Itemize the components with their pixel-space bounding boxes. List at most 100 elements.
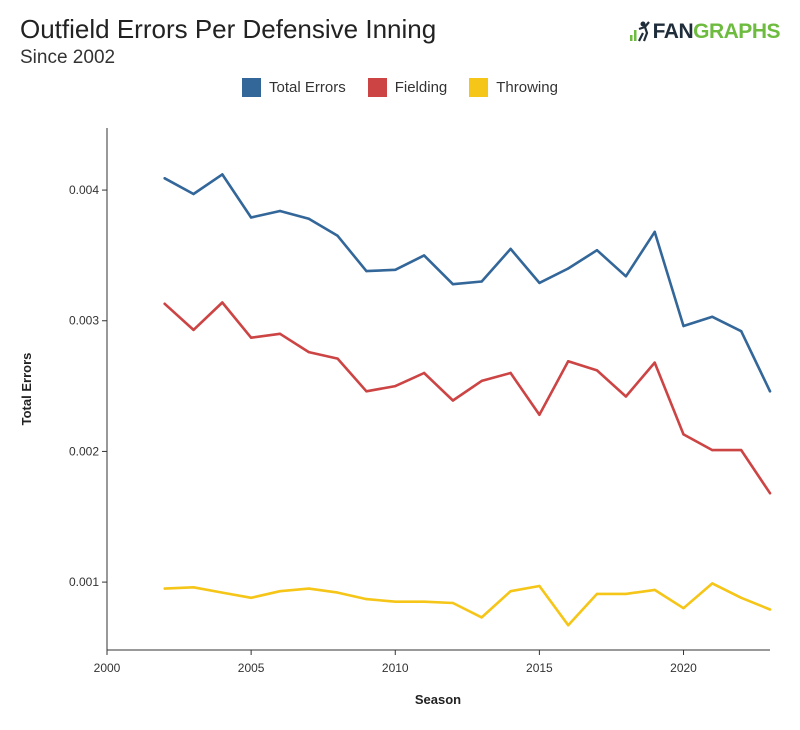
- data-point-fielding: [278, 332, 282, 335]
- data-point-total-errors: [192, 192, 195, 196]
- data-point-total-errors: [307, 217, 310, 220]
- data-point-total-errors: [422, 254, 426, 257]
- y-axis-title: Total Errors: [19, 353, 34, 426]
- chart-lines: [163, 173, 772, 627]
- data-point-fielding: [740, 448, 743, 452]
- data-point-throwing: [682, 607, 685, 610]
- data-point-fielding: [192, 328, 195, 332]
- x-axis-title: Season: [415, 692, 461, 707]
- x-tick-label: 2005: [238, 661, 265, 675]
- data-point-throwing: [768, 608, 772, 611]
- data-point-total-errors: [509, 247, 512, 251]
- data-point-throwing: [595, 592, 599, 596]
- data-point-total-errors: [451, 283, 455, 286]
- data-point-total-errors: [163, 177, 166, 180]
- data-point-throwing: [624, 592, 628, 596]
- data-point-throwing: [567, 624, 570, 627]
- data-point-total-errors: [480, 280, 483, 283]
- data-point-fielding: [567, 360, 570, 363]
- data-point-fielding: [509, 371, 512, 375]
- data-point-total-errors: [595, 249, 599, 252]
- data-point-total-errors: [249, 216, 253, 219]
- data-point-fielding: [422, 371, 426, 375]
- legend-label-total-errors: Total Errors: [269, 79, 346, 96]
- y-tick-label: 0.004: [69, 183, 99, 197]
- data-point-total-errors: [394, 268, 397, 271]
- data-point-throwing: [394, 600, 397, 603]
- brand-wordmark: FANGRAPHS: [652, 20, 781, 44]
- y-tick-label: 0.002: [69, 444, 99, 458]
- data-point-total-errors: [221, 173, 224, 176]
- data-point-total-errors: [768, 390, 772, 393]
- data-point-total-errors: [682, 324, 685, 328]
- data-point-throwing: [336, 591, 339, 594]
- data-point-total-errors: [336, 234, 339, 237]
- data-point-fielding: [307, 350, 310, 354]
- data-point-throwing: [163, 587, 166, 590]
- data-point-total-errors: [365, 269, 368, 273]
- data-point-total-errors: [567, 267, 570, 270]
- data-point-throwing: [538, 584, 541, 588]
- x-tick-label: 2000: [94, 661, 121, 675]
- chart-axes: 0.001 0.002 0.003 0.004 2000 2005 2010 2015 2020: [69, 128, 770, 675]
- data-point-total-errors: [653, 230, 656, 234]
- data-point-total-errors: [711, 315, 714, 318]
- brand-fan: FAN: [652, 20, 694, 43]
- data-point-throwing: [221, 591, 224, 594]
- legend: Total Errors Fielding Throwing: [0, 78, 800, 97]
- data-point-fielding: [711, 448, 714, 452]
- data-point-fielding: [394, 384, 397, 388]
- data-point-throwing: [365, 597, 368, 601]
- x-tick-label: 2010: [382, 661, 409, 675]
- data-point-total-errors: [740, 330, 743, 333]
- batter-icon: [629, 21, 650, 42]
- series-line-fielding: [163, 301, 772, 495]
- data-point-fielding: [624, 395, 628, 398]
- series-line-throwing: [163, 582, 772, 627]
- x-tick-label: 2020: [670, 661, 697, 675]
- data-point-throwing: [249, 596, 253, 599]
- chart-title: Outfield Errors Per Defensive Inning: [20, 14, 437, 44]
- legend-swatch-throwing: [469, 78, 489, 97]
- legend-label-throwing: Throwing: [496, 79, 558, 96]
- legend-item-throwing[interactable]: Throwing: [469, 78, 558, 97]
- legend-label-fielding: Fielding: [394, 79, 448, 96]
- data-point-throwing: [307, 587, 310, 590]
- brand-graphs: GRAPHS: [693, 20, 780, 43]
- data-point-fielding: [163, 302, 166, 305]
- data-point-fielding: [365, 390, 368, 393]
- x-tick-label: 2015: [526, 661, 553, 675]
- data-point-throwing: [711, 582, 714, 585]
- data-point-fielding: [768, 492, 772, 495]
- data-point-fielding: [538, 413, 541, 416]
- data-point-total-errors: [278, 209, 282, 213]
- data-point-total-errors: [538, 281, 541, 285]
- legend-swatch-fielding: [367, 78, 387, 97]
- data-point-fielding: [653, 361, 656, 364]
- data-point-throwing: [740, 596, 743, 599]
- legend-swatch-total-errors: [242, 78, 262, 97]
- data-point-total-errors: [624, 275, 628, 278]
- legend-item-fielding[interactable]: Fielding: [367, 78, 448, 97]
- data-point-throwing: [653, 588, 656, 592]
- data-point-throwing: [422, 600, 426, 603]
- data-point-throwing: [509, 590, 512, 593]
- data-point-fielding: [336, 357, 339, 360]
- data-point-fielding: [480, 379, 483, 383]
- y-tick-label: 0.003: [69, 314, 99, 328]
- data-point-throwing: [451, 601, 455, 605]
- data-point-fielding: [682, 433, 685, 436]
- series-line-total-errors: [163, 173, 772, 393]
- legend-item-total-errors[interactable]: Total Errors: [242, 78, 346, 97]
- data-point-fielding: [595, 369, 599, 372]
- data-point-fielding: [249, 336, 253, 339]
- data-point-throwing: [278, 590, 282, 593]
- data-point-throwing: [480, 616, 483, 619]
- y-tick-label: 0.001: [69, 575, 99, 589]
- brand-logo: FANGRAPHS: [629, 20, 781, 44]
- chart-subtitle: Since 2002: [20, 47, 116, 68]
- data-point-fielding: [221, 301, 224, 304]
- data-point-fielding: [451, 399, 455, 402]
- data-point-throwing: [192, 586, 195, 589]
